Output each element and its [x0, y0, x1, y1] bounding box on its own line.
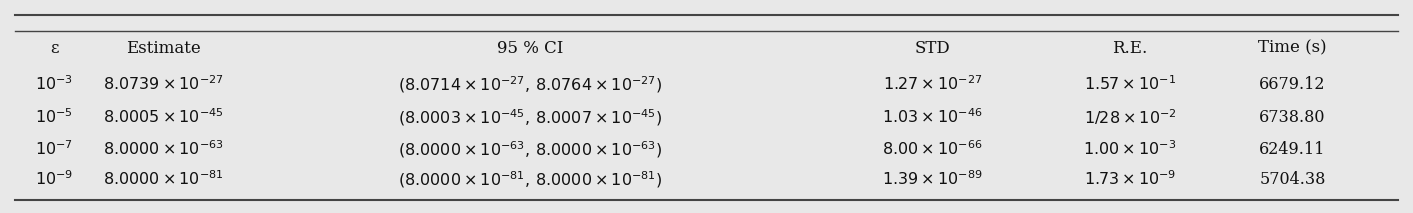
- Text: 5704.38: 5704.38: [1259, 171, 1325, 188]
- Text: 6679.12: 6679.12: [1259, 76, 1325, 93]
- Text: $10^{-9}$: $10^{-9}$: [35, 170, 73, 189]
- Text: $10^{-3}$: $10^{-3}$: [35, 75, 73, 94]
- Text: R.E.: R.E.: [1112, 40, 1147, 57]
- Text: $8.00 \times 10^{-66}$: $8.00 \times 10^{-66}$: [882, 140, 982, 159]
- Text: $8.0005 \times 10^{-45}$: $8.0005 \times 10^{-45}$: [103, 109, 223, 127]
- Text: Estimate: Estimate: [126, 40, 201, 57]
- Text: $1.00 \times 10^{-3}$: $1.00 \times 10^{-3}$: [1084, 140, 1177, 159]
- Text: $10^{-5}$: $10^{-5}$: [35, 109, 73, 127]
- Text: $(8.0714 \times 10^{-27},\,8.0764 \times 10^{-27})$: $(8.0714 \times 10^{-27},\,8.0764 \times…: [398, 74, 663, 95]
- Text: $1.39 \times 10^{-89}$: $1.39 \times 10^{-89}$: [882, 170, 982, 189]
- Text: 6249.11: 6249.11: [1259, 141, 1325, 158]
- Text: $8.0000 \times 10^{-81}$: $8.0000 \times 10^{-81}$: [103, 170, 223, 189]
- Text: $1.03 \times 10^{-46}$: $1.03 \times 10^{-46}$: [882, 109, 982, 127]
- Text: ε: ε: [49, 40, 59, 57]
- Text: $(8.0000 \times 10^{-63},\,8.0000 \times 10^{-63})$: $(8.0000 \times 10^{-63},\,8.0000 \times…: [398, 139, 663, 160]
- Text: 6738.80: 6738.80: [1259, 109, 1325, 127]
- Text: 95 % CI: 95 % CI: [497, 40, 564, 57]
- Text: $10^{-7}$: $10^{-7}$: [35, 140, 73, 159]
- Text: Time (s): Time (s): [1258, 40, 1327, 57]
- Text: $8.0739 \times 10^{-27}$: $8.0739 \times 10^{-27}$: [103, 75, 223, 94]
- Text: $(8.0003 \times 10^{-45},\,8.0007 \times 10^{-45})$: $(8.0003 \times 10^{-45},\,8.0007 \times…: [398, 108, 663, 128]
- Text: STD: STD: [914, 40, 950, 57]
- Text: $8.0000 \times 10^{-63}$: $8.0000 \times 10^{-63}$: [103, 140, 223, 159]
- Text: $1.27 \times 10^{-27}$: $1.27 \times 10^{-27}$: [883, 75, 982, 94]
- Text: $1.73 \times 10^{-9}$: $1.73 \times 10^{-9}$: [1084, 170, 1176, 189]
- Text: $(8.0000 \times 10^{-81},\,8.0000 \times 10^{-81})$: $(8.0000 \times 10^{-81},\,8.0000 \times…: [398, 169, 663, 190]
- Text: $1/28 \times 10^{-2}$: $1/28 \times 10^{-2}$: [1084, 108, 1177, 128]
- Text: $1.57 \times 10^{-1}$: $1.57 \times 10^{-1}$: [1084, 75, 1176, 94]
